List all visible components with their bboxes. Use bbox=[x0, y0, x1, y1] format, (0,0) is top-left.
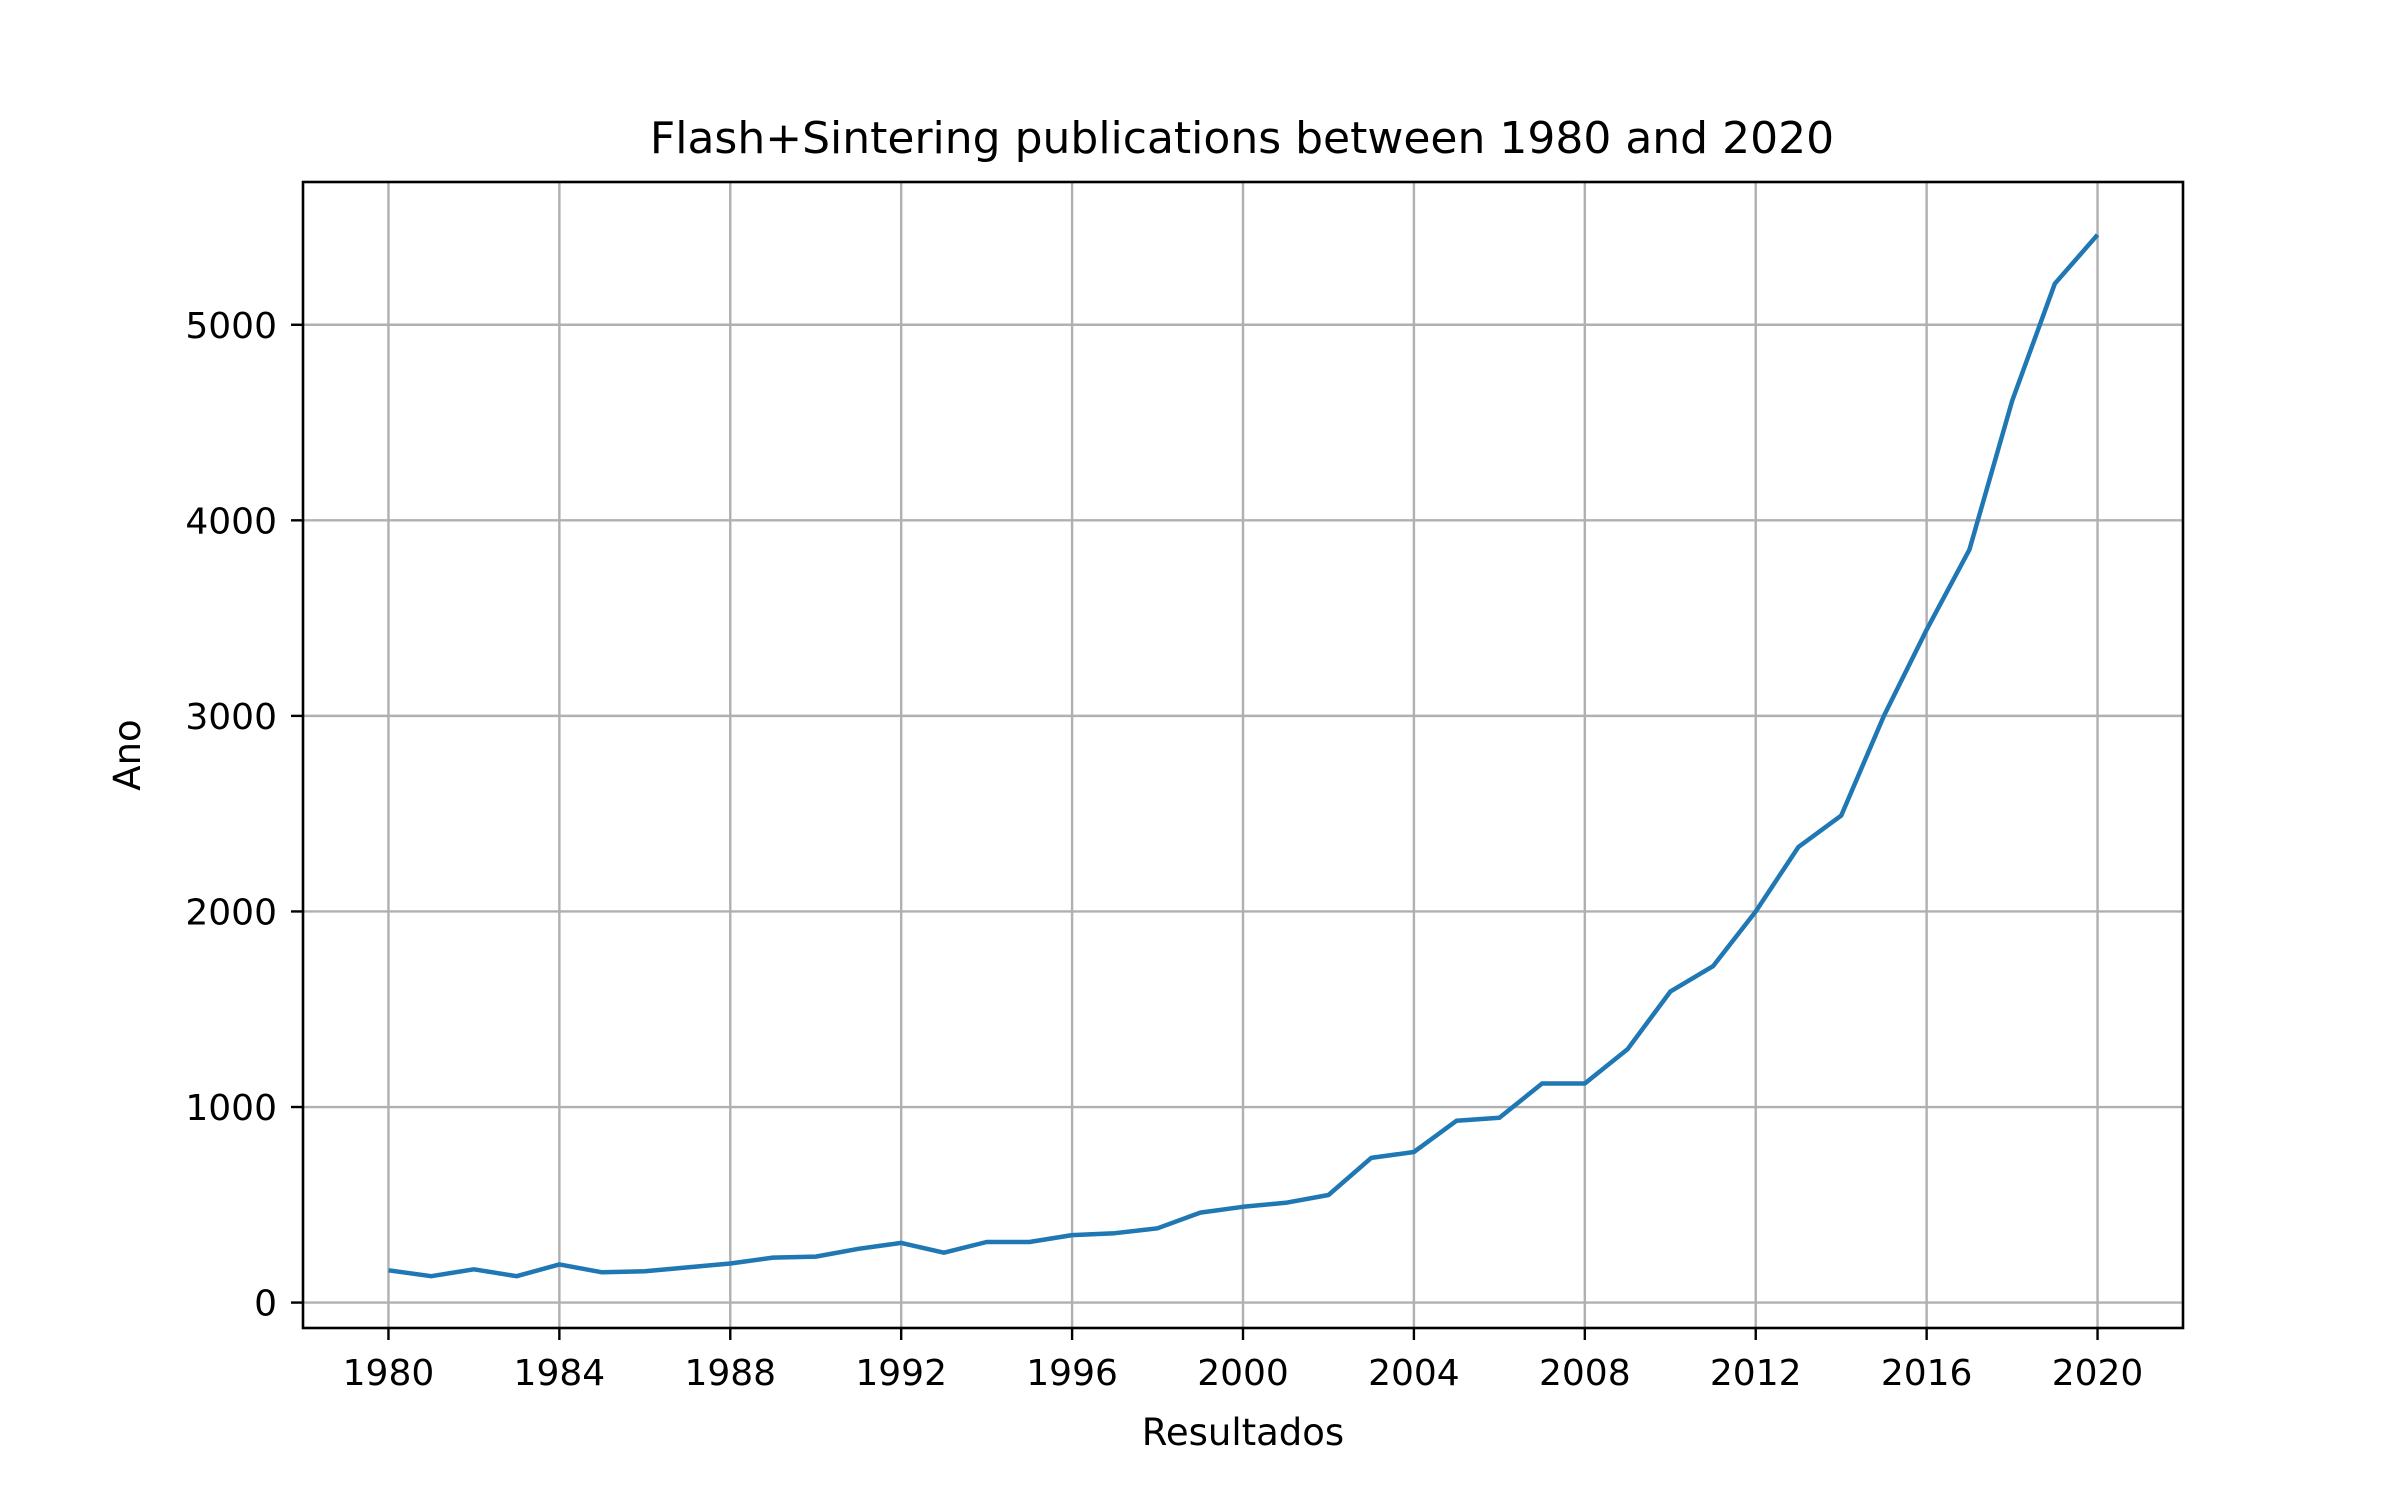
x-tick-label: 2020 bbox=[2052, 1353, 2144, 1394]
x-tick-label: 1996 bbox=[1026, 1353, 1118, 1394]
x-tick-label: 2000 bbox=[1197, 1353, 1289, 1394]
y-tick-label: 0 bbox=[254, 1284, 277, 1325]
y-tick-label: 4000 bbox=[185, 501, 277, 542]
series-line-0 bbox=[388, 233, 2100, 1279]
y-axis-label: Ano bbox=[106, 719, 149, 790]
x-tick-label: 2004 bbox=[1368, 1353, 1460, 1394]
x-axis-label: Resultados bbox=[1142, 1411, 1344, 1454]
x-tick-label: 1988 bbox=[684, 1353, 776, 1394]
y-tick-label: 1000 bbox=[185, 1088, 277, 1129]
y-tick-label: 3000 bbox=[185, 697, 277, 738]
y-axis-ticks: 0 1000 2000 3000 4000 5000 bbox=[185, 306, 303, 1325]
x-tick-label: 2012 bbox=[1710, 1353, 1802, 1394]
y-tick-label: 2000 bbox=[185, 892, 277, 933]
x-tick-label: 2016 bbox=[1881, 1353, 1973, 1394]
chart-title: Flash+Sintering publications between 198… bbox=[650, 113, 1834, 164]
x-tick-label: 1984 bbox=[514, 1353, 606, 1394]
x-axis-ticks: 1980 1984 1988 1992 1996 2000 2004 2008 2012 2016… bbox=[343, 1328, 2144, 1394]
grid-lines bbox=[303, 182, 2183, 1328]
series-group bbox=[388, 233, 2100, 1279]
x-tick-label: 2008 bbox=[1539, 1353, 1631, 1394]
y-tick-label: 5000 bbox=[185, 306, 277, 347]
x-tick-label: 1992 bbox=[855, 1353, 947, 1394]
x-tick-label: 1980 bbox=[343, 1353, 435, 1394]
